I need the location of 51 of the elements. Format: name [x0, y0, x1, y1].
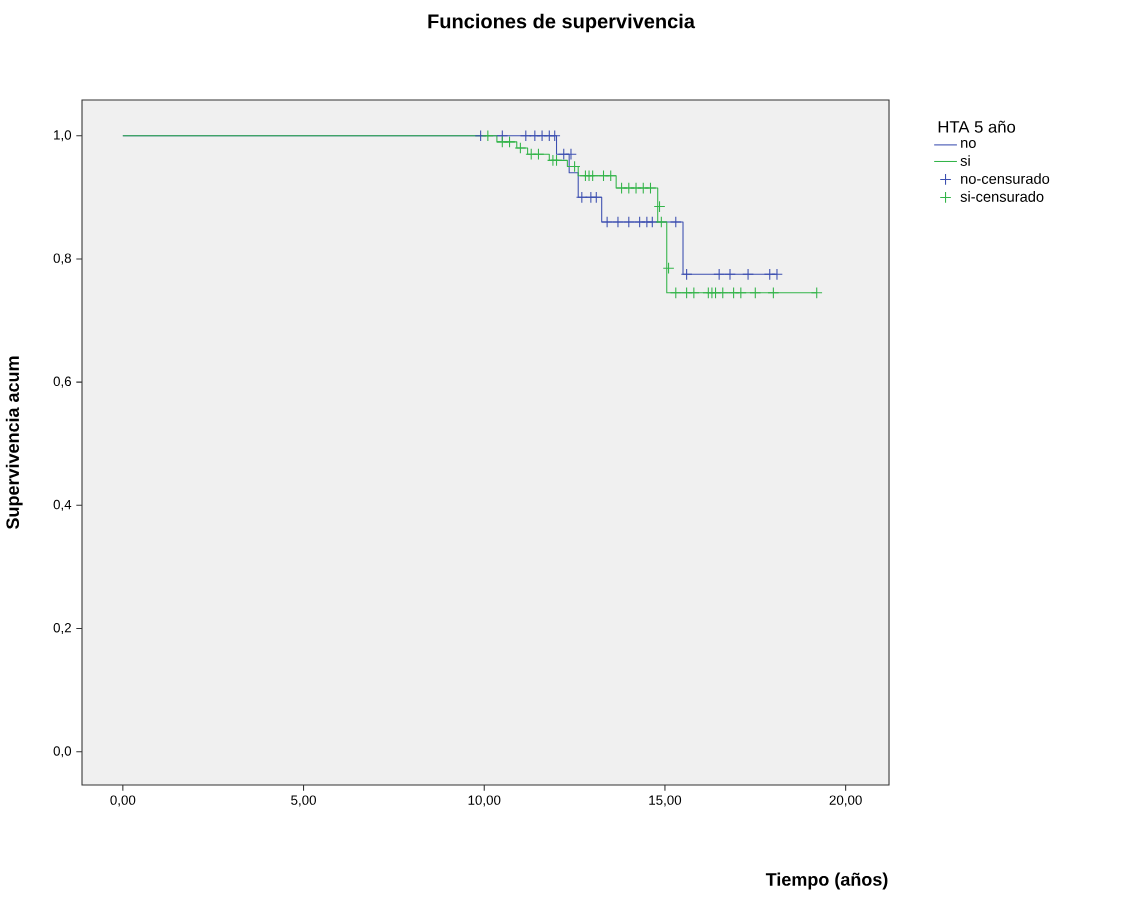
point	[716, 286, 729, 299]
x-tick-label: 0,00	[110, 795, 136, 807]
point	[810, 286, 823, 299]
point	[742, 268, 754, 281]
point	[713, 268, 726, 281]
legend-label: no	[961, 139, 976, 148]
point	[612, 216, 624, 228]
y-tick-label: 0,8	[53, 253, 72, 265]
y-tick-label: 0,2	[53, 623, 71, 635]
x-tick-label: 20,00	[829, 795, 862, 807]
y-tick-label: 1,0	[54, 130, 72, 142]
point	[565, 148, 577, 161]
point	[646, 216, 659, 228]
y-tick-label: 0,4	[53, 499, 72, 511]
point	[481, 129, 494, 142]
y-tick-label: 0,0	[53, 746, 72, 758]
point	[514, 142, 527, 154]
point	[662, 262, 675, 275]
point	[550, 154, 563, 167]
point	[622, 216, 635, 228]
point	[669, 286, 682, 299]
x-tick-label: 15,00	[649, 795, 682, 807]
point	[655, 216, 668, 228]
point	[503, 136, 516, 148]
x-axis-title: Tiempo (años)	[765, 872, 888, 890]
point	[601, 216, 613, 228]
point	[669, 216, 682, 228]
y-axis-title: Supervivencia acum	[5, 356, 23, 530]
point	[680, 268, 693, 281]
point	[532, 148, 545, 161]
legend-label: si	[960, 155, 970, 166]
point	[519, 129, 532, 142]
legend-label: no-censurado	[961, 173, 1050, 184]
point	[767, 286, 780, 299]
point	[771, 268, 783, 281]
point	[749, 286, 762, 299]
point	[644, 182, 657, 194]
y-tick-label: 0,6	[53, 376, 72, 388]
legend-title: HTA 5 año	[938, 120, 1016, 133]
chart-title: Funciones de supervivencia	[428, 13, 696, 33]
legend-label: si-censurado	[960, 191, 1044, 202]
point	[724, 268, 736, 281]
point	[590, 191, 603, 204]
point	[575, 191, 588, 204]
point	[653, 200, 666, 213]
point	[734, 286, 747, 299]
x-tick-label: 5,00	[291, 795, 316, 807]
x-tick-label: 10,00	[468, 795, 501, 807]
point	[586, 169, 599, 182]
point	[687, 286, 700, 299]
point	[604, 169, 617, 182]
